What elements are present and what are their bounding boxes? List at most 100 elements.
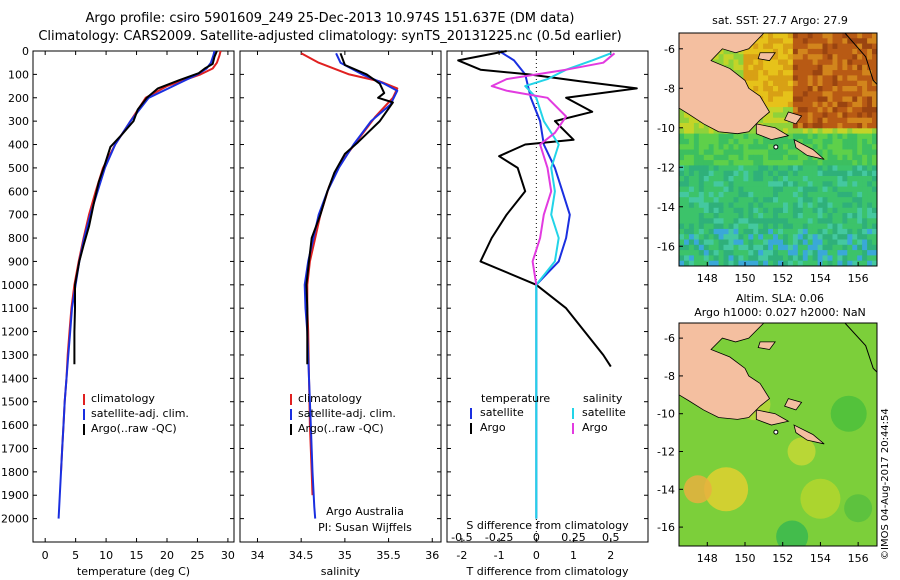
sst-cell — [778, 144, 784, 151]
temperature-profile-ytick-label: 300 — [8, 115, 29, 128]
sst-cell — [787, 133, 794, 140]
sst-cell — [817, 165, 824, 172]
sst-cell — [852, 128, 858, 135]
sst-cell — [688, 191, 695, 198]
sst-cell — [783, 250, 789, 256]
sst-cell — [842, 244, 848, 251]
sst-cell — [753, 234, 759, 241]
sst-cell — [867, 160, 873, 166]
sst-cell — [852, 59, 858, 66]
sst-cell — [728, 191, 734, 198]
sst-cell — [817, 234, 824, 241]
sst-cell — [693, 165, 700, 172]
sst-cell — [827, 64, 833, 71]
sst-cell — [748, 181, 754, 188]
sst-cell — [688, 123, 695, 129]
sst-cell — [778, 181, 784, 188]
sst-cell — [792, 54, 799, 61]
sst-cell — [787, 250, 794, 256]
sst-cell — [773, 228, 779, 235]
sst-cell — [832, 70, 838, 76]
sst-cell — [837, 144, 843, 151]
sst-cell — [822, 117, 828, 124]
sst-cell — [847, 86, 853, 92]
sst-cell — [822, 128, 828, 135]
sst-cell — [802, 191, 809, 198]
sst-cell — [783, 149, 789, 156]
sst-cell — [708, 207, 715, 214]
sst-cell — [802, 91, 809, 98]
sst-cell — [832, 91, 838, 98]
sst-cell — [827, 33, 833, 39]
sst-cell — [778, 96, 784, 103]
sst-cell — [738, 54, 744, 61]
sst-cell — [867, 117, 873, 124]
sst-cell — [797, 91, 804, 98]
sst-cell — [797, 75, 804, 82]
sst-cell — [867, 112, 873, 119]
sst-cell — [862, 54, 868, 61]
sst-cell — [862, 96, 868, 103]
sst-cell — [832, 80, 838, 87]
sst-cell — [837, 107, 843, 113]
sst-cell — [723, 133, 729, 140]
sst-cell — [688, 213, 695, 219]
sst-cell — [827, 107, 833, 113]
sst-cell — [783, 59, 789, 66]
sst-cell — [802, 64, 809, 71]
sst-cell — [807, 228, 814, 235]
sst-cell — [718, 144, 725, 151]
sst-cell — [748, 70, 754, 76]
sst-cell — [679, 149, 685, 156]
sst-cell — [847, 228, 853, 235]
sst-cell — [758, 202, 764, 209]
sst-cell — [787, 80, 794, 87]
sst-cell — [852, 138, 858, 145]
sst-cell — [797, 160, 804, 166]
sst-cell — [812, 75, 819, 82]
sst-cell — [797, 80, 804, 87]
sst-cell — [688, 138, 695, 145]
sst-cell — [778, 154, 784, 161]
sst-cell — [768, 250, 774, 256]
sst-cell — [728, 133, 734, 140]
sst-cell — [743, 165, 749, 172]
sst-cell — [857, 244, 863, 251]
sst-cell — [842, 91, 848, 98]
sst-cell — [773, 244, 779, 251]
sst-cell — [783, 255, 789, 262]
sst-cell — [812, 117, 819, 124]
sst-cell — [748, 207, 754, 214]
sst-cell — [778, 59, 784, 66]
sst-cell — [817, 70, 824, 76]
temperature-profile-ytick-label: 1900 — [1, 489, 29, 502]
sst-cell — [822, 202, 828, 209]
sst-cell — [733, 144, 739, 151]
sst-cell — [862, 75, 868, 82]
sst-cell — [778, 228, 784, 235]
sst-cell — [753, 154, 759, 161]
sst-cell — [713, 250, 720, 256]
sst-cell — [857, 101, 863, 108]
sla-map-xtick-label: 152 — [772, 552, 793, 565]
sst-cell — [787, 160, 794, 166]
sst-cell — [797, 117, 804, 124]
sst-cell — [812, 213, 819, 219]
sst-cell — [708, 133, 715, 140]
sst-cell — [832, 170, 838, 177]
sst-cell — [723, 138, 729, 145]
sst-cell — [862, 48, 868, 55]
sst-cell — [768, 218, 774, 225]
sst-cell — [679, 176, 685, 182]
sst-cell — [768, 223, 774, 230]
sst-cell — [688, 197, 695, 204]
sst-cell — [753, 80, 759, 87]
sst-cell — [802, 170, 809, 177]
sst-cell — [718, 59, 725, 66]
sst-cell — [753, 70, 759, 76]
sst-cell — [728, 181, 734, 188]
sst-cell — [679, 213, 685, 219]
sst-cell — [857, 218, 863, 225]
sst-cell — [763, 33, 769, 39]
sst-cell — [763, 228, 769, 235]
